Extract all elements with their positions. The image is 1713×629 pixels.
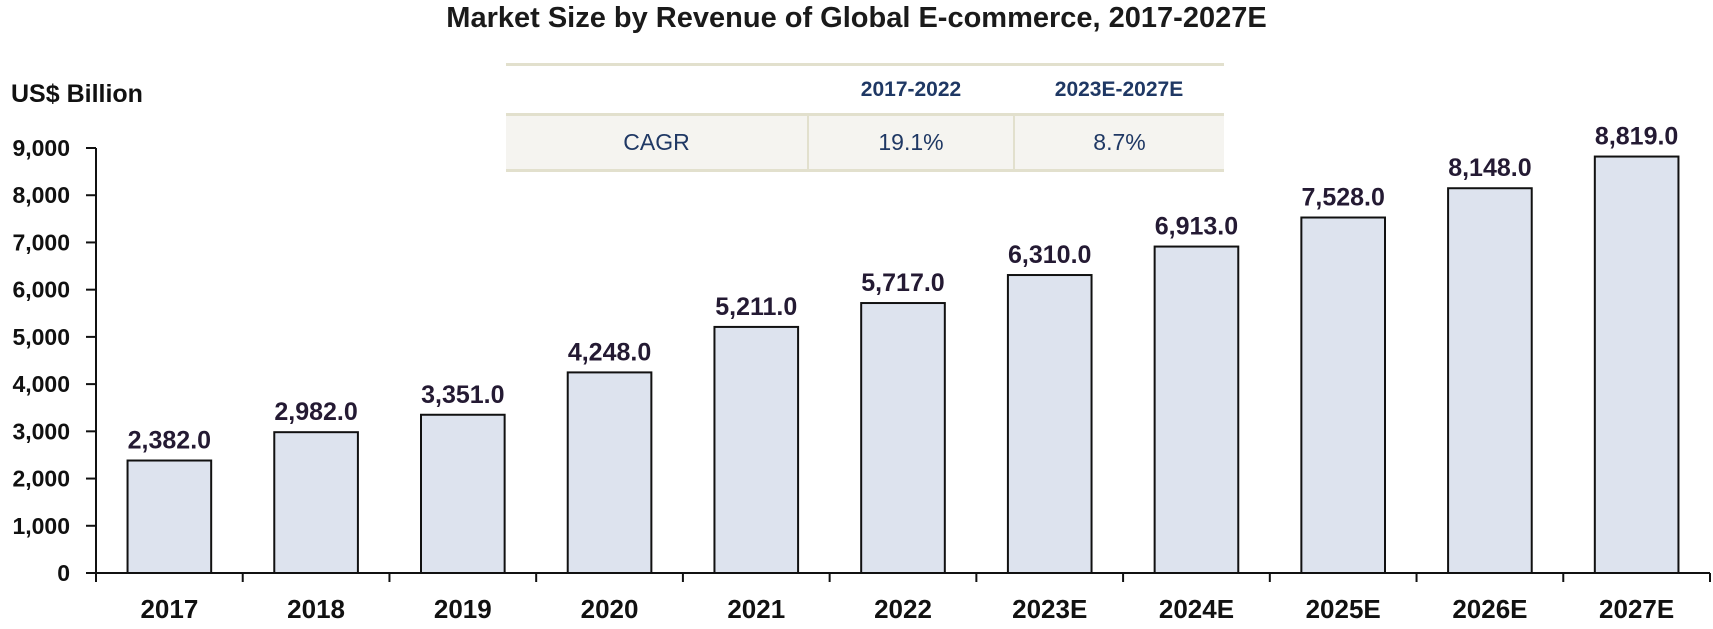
y-tick-label: 3,000: [12, 418, 70, 444]
data-label: 8,819.0: [1595, 123, 1678, 151]
cagr-table: 2017-2022 2023E-2027E CAGR 19.1% 8.7%: [506, 63, 1224, 172]
y-tick-label: 2,000: [12, 466, 70, 492]
x-category-label: 2020: [581, 594, 639, 624]
x-axis: 2017 2018 2019 2020 2021 2022 2023E 2024E 2025E 2…: [86, 572, 1711, 624]
x-category-label: 2021: [727, 594, 785, 624]
cagr-header-period-1: 2017-2022: [808, 64, 1014, 116]
cagr-value-period-1: 19.1%: [807, 114, 1014, 171]
x-category-label: 2023E: [1012, 594, 1087, 624]
y-tick-label: 4,000: [12, 371, 70, 397]
x-category-label: 2018: [287, 594, 345, 624]
y-tick-label: 5,000: [12, 324, 70, 350]
data-label: 2,382.0: [128, 427, 211, 455]
data-label: 2,982.0: [274, 398, 357, 426]
y-tick-label: 6,000: [12, 277, 70, 303]
y-tick-label: 9,000: [12, 135, 70, 161]
x-category-label: 2027E: [1599, 594, 1674, 624]
chart-title: Market Size by Revenue of Global E-comme…: [446, 2, 1267, 34]
bar: [1593, 155, 1680, 575]
y-tick-label: 8,000: [12, 182, 70, 208]
cagr-row-label: CAGR: [623, 129, 690, 155]
bar: [1006, 274, 1093, 574]
x-category-label: 2019: [434, 594, 492, 624]
bar: [420, 413, 506, 574]
bar: [566, 371, 653, 574]
x-category-label: 2026E: [1452, 594, 1527, 624]
cagr-table-row: CAGR 19.1% 8.7%: [506, 114, 1224, 171]
cagr-table-header-row: 2017-2022 2023E-2027E: [506, 64, 1224, 116]
data-labels: 2,382.0 2,982.0 3,351.0 4,248.0 5,211.0 5,717…: [128, 123, 1679, 455]
cagr-header-blank: [506, 64, 808, 116]
data-label: 4,248.0: [568, 338, 651, 366]
cagr-value-period-2: 8.7%: [1013, 114, 1224, 171]
data-label: 3,351.0: [421, 381, 504, 409]
bar: [1447, 187, 1533, 574]
data-label: 6,913.0: [1155, 213, 1238, 241]
data-label: 7,528.0: [1301, 184, 1384, 212]
data-label: 5,717.0: [861, 269, 944, 297]
bars: [126, 155, 1680, 575]
y-axis-unit-label: US$ Billion: [11, 80, 143, 108]
bar: [273, 431, 359, 574]
x-category-label: 2022: [874, 594, 932, 624]
y-tick-label: 0: [57, 560, 70, 586]
data-label: 8,148.0: [1448, 154, 1531, 182]
y-tick-label: 1,000: [12, 513, 70, 539]
x-category-label: 2024E: [1159, 594, 1234, 624]
cagr-header-period-2: 2023E-2027E: [1014, 64, 1224, 116]
bar: [1300, 216, 1386, 574]
data-label: 6,310.0: [1008, 241, 1091, 269]
bar: [860, 302, 946, 574]
bar: [713, 325, 800, 574]
bar: [126, 459, 213, 574]
y-tick-label: 7,000: [12, 229, 70, 255]
x-category-label: 2017: [140, 594, 198, 624]
x-category-label: 2025E: [1306, 594, 1381, 624]
bar: [1153, 245, 1240, 575]
data-label: 5,211.0: [715, 293, 797, 321]
y-axis: 0 1,000 2,000 3,000 4,000 5,000 6,000 7,000 8,00…: [12, 135, 97, 586]
